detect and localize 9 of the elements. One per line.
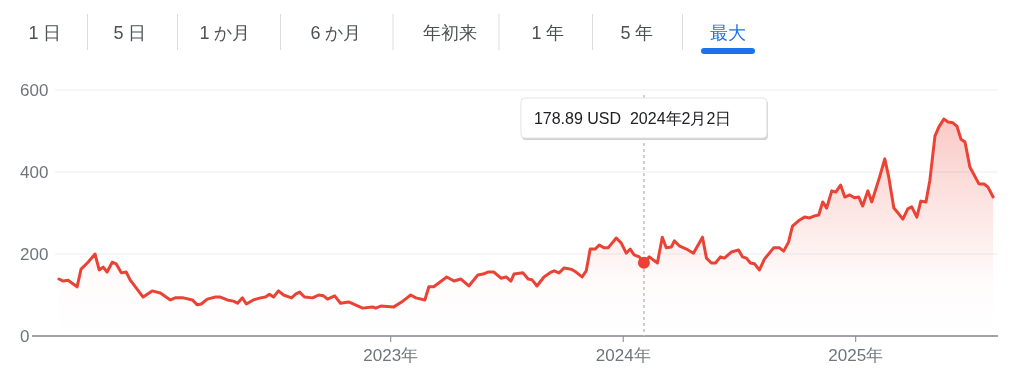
y-tick-label: 600 xyxy=(20,81,49,100)
y-tick-label: 0 xyxy=(20,327,30,346)
x-tick-label: 2024年 xyxy=(595,346,651,365)
annotation: 178.89 USD 2024年2月2日 xyxy=(533,110,732,127)
x-tick-label: 2023年 xyxy=(363,346,419,365)
y-tick-label: 400 xyxy=(20,163,49,182)
y-tick-label: 200 xyxy=(20,245,49,264)
range-tabs: 1 日 5 日 1 か月 6 か月 年初来 1 年 5 年 最大 xyxy=(28,13,755,54)
x-tick-label: 2025年 xyxy=(828,346,884,365)
